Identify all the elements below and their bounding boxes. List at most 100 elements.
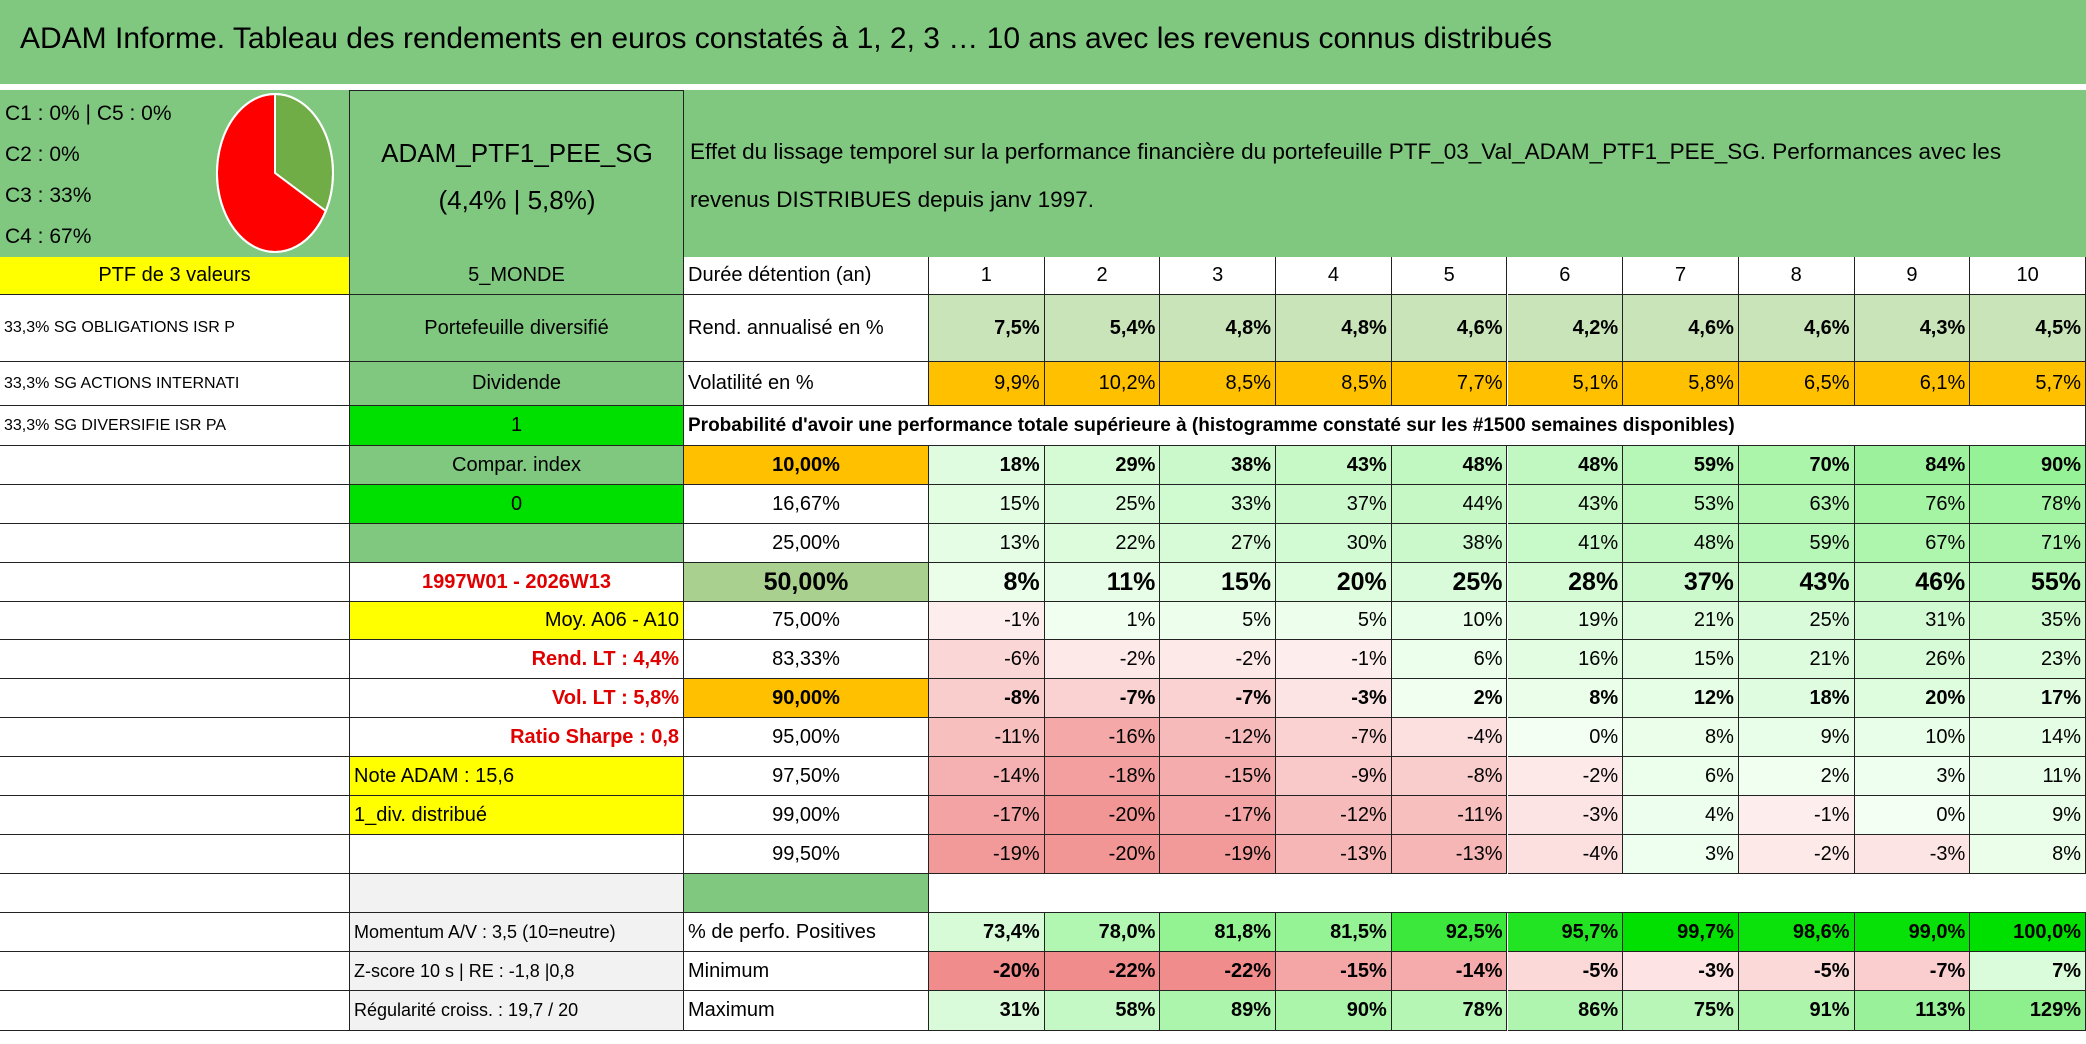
stat-value: 113% (1854, 991, 1971, 1031)
stat-value: 78% (1391, 991, 1508, 1031)
return-value: 4,6% (1623, 295, 1739, 362)
prob-value: 48% (1623, 524, 1739, 563)
prob-value: -17% (929, 796, 1045, 835)
prob-value: 25% (1391, 563, 1508, 602)
prob-value: 71% (1970, 524, 2086, 563)
stat-value: 129% (1970, 991, 2086, 1031)
row-label: Volatilité en % (684, 362, 929, 406)
prob-value: 18% (929, 446, 1045, 485)
sidebar-b: Portefeuille diversifié (350, 295, 684, 362)
prob-value: -3% (1507, 796, 1624, 835)
prob-value: -6% (929, 640, 1045, 679)
prob-value: -20% (1044, 796, 1161, 835)
prob-value: 21% (1623, 602, 1739, 640)
prob-value: 0% (1507, 718, 1624, 757)
threshold: 97,50% (684, 757, 929, 796)
prob-value: 44% (1391, 485, 1508, 524)
prob-value: 20% (1276, 563, 1392, 602)
stat-value: 99,7% (1623, 913, 1739, 952)
sidebar-a (0, 563, 350, 602)
volatility-value: 5,7% (1970, 362, 2086, 406)
stat-value: -15% (1276, 952, 1392, 991)
prob-value: 29% (1044, 446, 1161, 485)
year-header: 5 (1391, 257, 1508, 295)
prob-value: 67% (1854, 524, 1971, 563)
prob-value: 3% (1623, 835, 1739, 874)
volatility-value: 5,1% (1507, 362, 1624, 406)
volatility-value: 5,8% (1623, 362, 1739, 406)
sidebar-b: 5_MONDE (350, 257, 684, 295)
return-value: 4,2% (1507, 295, 1624, 362)
sidebar-a (0, 718, 350, 757)
prob-value: 17% (1970, 679, 2086, 718)
prob-value: 9% (1970, 796, 2086, 835)
prob-value: 11% (1044, 563, 1161, 602)
prob-value: 63% (1738, 485, 1855, 524)
prob-value: -8% (1391, 757, 1508, 796)
threshold: 10,00% (684, 446, 929, 485)
portfolio-perf: (4,4% | 5,8%) (438, 185, 596, 215)
sidebar-a (0, 524, 350, 563)
prob-value: -4% (1391, 718, 1508, 757)
portfolio-panel (350, 90, 684, 257)
prob-value: 37% (1623, 563, 1739, 602)
prob-value: 15% (1623, 640, 1739, 679)
stat-value: 75% (1623, 991, 1739, 1031)
prob-value: 31% (1854, 602, 1971, 640)
portfolio-name: ADAM_PTF1_PEE_SG (381, 138, 653, 168)
row-label: Maximum (684, 991, 929, 1031)
prob-value: 4% (1623, 796, 1739, 835)
prob-value: -12% (1160, 718, 1277, 757)
year-header: 2 (1044, 257, 1161, 295)
prob-value: -19% (929, 835, 1045, 874)
volatility-value: 6,1% (1854, 362, 1971, 406)
prob-value: 8% (1507, 679, 1624, 718)
sidebar-b: 1997W01 - 2026W13 (350, 563, 684, 602)
prob-value: 15% (929, 485, 1045, 524)
cell (929, 874, 2086, 913)
sidebar-a: PTF de 3 valeurs (0, 257, 350, 295)
prob-value: 6% (1391, 640, 1508, 679)
prob-value: 12% (1623, 679, 1739, 718)
pie-legend: C1 : 0% | C5 : 0% (5, 102, 172, 125)
sidebar-a: 33,3% SG DIVERSIFIE ISR PA (0, 406, 350, 446)
return-value: 4,8% (1276, 295, 1392, 362)
stat-value: 92,5% (1391, 913, 1508, 952)
row-label: Minimum (684, 952, 929, 991)
stat-value: 98,6% (1738, 913, 1855, 952)
prob-value: 28% (1507, 563, 1624, 602)
prob-value: -15% (1160, 757, 1277, 796)
threshold: 90,00% (684, 679, 929, 718)
threshold: 95,00% (684, 718, 929, 757)
prob-value: 13% (929, 524, 1045, 563)
year-header: 4 (1276, 257, 1392, 295)
prob-value: 11% (1970, 757, 2086, 796)
prob-value: 1% (1044, 602, 1161, 640)
volatility-value: 7,7% (1391, 362, 1508, 406)
prob-value: 70% (1738, 446, 1855, 485)
prob-value: 2% (1391, 679, 1508, 718)
prob-value: 59% (1738, 524, 1855, 563)
volatility-value: 8,5% (1276, 362, 1392, 406)
threshold: 50,00% (684, 563, 929, 602)
prob-value: 8% (1623, 718, 1739, 757)
prob-value: -13% (1276, 835, 1392, 874)
sidebar-a (0, 796, 350, 835)
stat-value: 90% (1276, 991, 1392, 1031)
prob-value: -9% (1276, 757, 1392, 796)
prob-value: 48% (1391, 446, 1508, 485)
return-value: 4,6% (1738, 295, 1855, 362)
prob-value: 35% (1970, 602, 2086, 640)
prob-value: -17% (1160, 796, 1277, 835)
prob-value: 15% (1160, 563, 1277, 602)
prob-value: 19% (1507, 602, 1624, 640)
stat-value: -5% (1507, 952, 1624, 991)
prob-value: 26% (1854, 640, 1971, 679)
sidebar-b: 1 (350, 406, 684, 446)
cell (0, 991, 350, 1031)
stat-value: 86% (1507, 991, 1624, 1031)
volatility-value: 10,2% (1044, 362, 1161, 406)
prob-value: 0% (1854, 796, 1971, 835)
cell (1854, 406, 2086, 446)
return-value: 7,5% (929, 295, 1045, 362)
